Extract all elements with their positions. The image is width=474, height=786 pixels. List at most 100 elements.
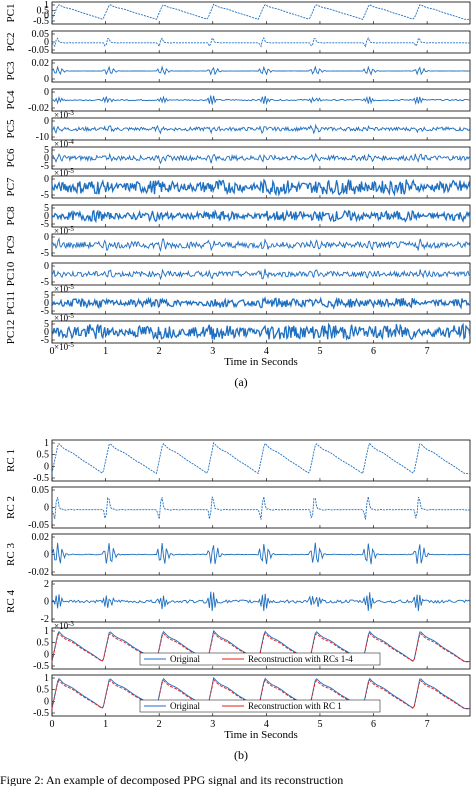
x-tick-label: 5 [317,719,322,730]
y-tick-label: -0.05 [28,45,49,56]
y-tick-label: -5 [41,219,49,230]
axes-box [51,486,471,529]
y-tick-label: 0.05 [32,485,50,496]
y-exponent: ×10-5 [54,167,74,178]
legend-label: Original [170,701,200,711]
panel-label: (a) [234,375,247,389]
subplot-pc3: 0.02 0 PC3 [5,58,471,85]
axes-box [51,233,471,257]
y-tick-label: 1 [44,673,49,684]
y-tick-label: 0 [44,327,49,338]
axes-box [51,674,471,717]
y-tick-label: 0.02 [32,532,50,543]
subplot-pc2: 0.050-0.05 PC2 [5,29,471,56]
y-tick-label: 5 [44,319,49,330]
y-tick-label: 1 [44,626,49,637]
series-line [51,237,471,253]
y-tick-label: 0.5 [37,638,50,649]
y-axis-label: PC1 [5,4,17,23]
y-tick-label: -5 [41,190,49,201]
axes-box [51,439,471,482]
subplot-overlay-5: 10.50-0.5 Original Reconstruction with RC … [33,673,471,730]
subplot-pc1: 10.50-0.5 PC1 [5,0,471,27]
series-line [51,65,471,76]
x-tick-label: 1 [103,346,108,357]
y-exponent: ×10-5 [54,225,74,236]
reconstruction-line [51,678,470,710]
series-line [51,542,471,565]
legend-label: Original [170,654,200,664]
y-axis-label: RC 2 [5,496,17,519]
y-tick-label: 0 [44,116,49,127]
y-tick-label: 0.5 [37,685,50,696]
subplot-rc3: 0.02 0 -0.02 RC 3 [5,532,471,578]
x-tick-label: 5 [317,346,322,357]
y-tick-label: 0 [44,232,49,243]
y-tick-label: 0 [44,649,49,660]
x-tick-label: 4 [264,719,269,730]
legend-label: Reconstruction with RC 1 [248,701,342,711]
series-line [51,123,471,135]
y-exponent: ×10-3 [54,109,74,120]
subplot-pc4: 0 -0.02 PC4 ×10-3 [5,87,471,120]
figure-caption: Figure 2: An example of decomposed PPG s… [0,773,343,786]
legend-box [139,652,381,666]
y-tick-label: 0 [44,87,49,98]
subplot-pc11: 50-5 PC11 ×10-5 [5,290,471,323]
y-tick-label: -0.05 [28,520,49,531]
y-exponent: ×10-5 [54,312,74,323]
y-tick-label: 0 [44,153,49,164]
y-tick-label: 0.05 [32,29,50,40]
y-tick-label: -2 [41,614,49,625]
y-tick-label: -0.5 [33,708,49,719]
subplot-pc10: 0 -5 PC10 ×10-5 [5,261,471,294]
y-tick-label: -5 [41,277,49,288]
x-tick-label: 7 [425,346,430,357]
series-line [51,496,470,520]
y-axis-label: PC11 [5,291,17,315]
y-axis-label: PC5 [5,119,17,138]
x-axis-label: Time in Seconds [224,729,298,741]
x-axis-label: Time in Seconds [224,356,298,368]
subplot-rc2: 0.05 0 -0.05 RC 2 [5,485,471,531]
y-tick-label: 1 [44,0,49,11]
x-tick-label: 7 [425,719,430,730]
x-tick-label: 0 [50,346,55,357]
series-line [51,441,470,475]
y-tick-label: 1 [44,438,49,449]
y-tick-label: 0 [44,696,49,707]
y-tick-label: -0.5 [33,473,49,484]
y-axis-label: PC2 [5,33,17,52]
series-line [51,591,471,612]
y-exponent: ×10-5 [54,283,74,294]
y-axis-label: PC3 [5,61,17,80]
series-line [51,178,471,197]
series-line [51,95,470,105]
y-tick-label: 0 [44,37,49,48]
x-tick-label: 4 [264,346,269,357]
y-axis-label: PC4 [5,90,17,109]
y-exponent: ×10-5 [54,341,74,352]
y-axis-label: PC9 [5,235,17,254]
panel-label: (b) [234,748,248,762]
y-axis-label: PC10 [5,261,17,286]
series-line [51,37,470,48]
series-line [51,322,471,341]
y-tick-label: 5 [44,145,49,156]
series-line [51,152,471,165]
y-tick-label: 0 [44,597,49,608]
y-tick-label: 5 [44,290,49,301]
y-tick-label: -10 [36,132,49,143]
subplot-pc6: 50-5 PC6 ×10-5 [5,145,471,178]
y-axis-label: PC6 [5,148,17,167]
y-tick-label: 0 [44,261,49,272]
y-axis-label: PC7 [5,177,17,196]
y-tick-label: 5 [44,203,49,214]
y-tick-label: 0.5 [37,5,50,16]
legend-box [139,699,381,713]
y-tick-label: 0 [44,174,49,185]
x-tick-label: 3 [210,346,215,357]
series-line [51,208,471,224]
